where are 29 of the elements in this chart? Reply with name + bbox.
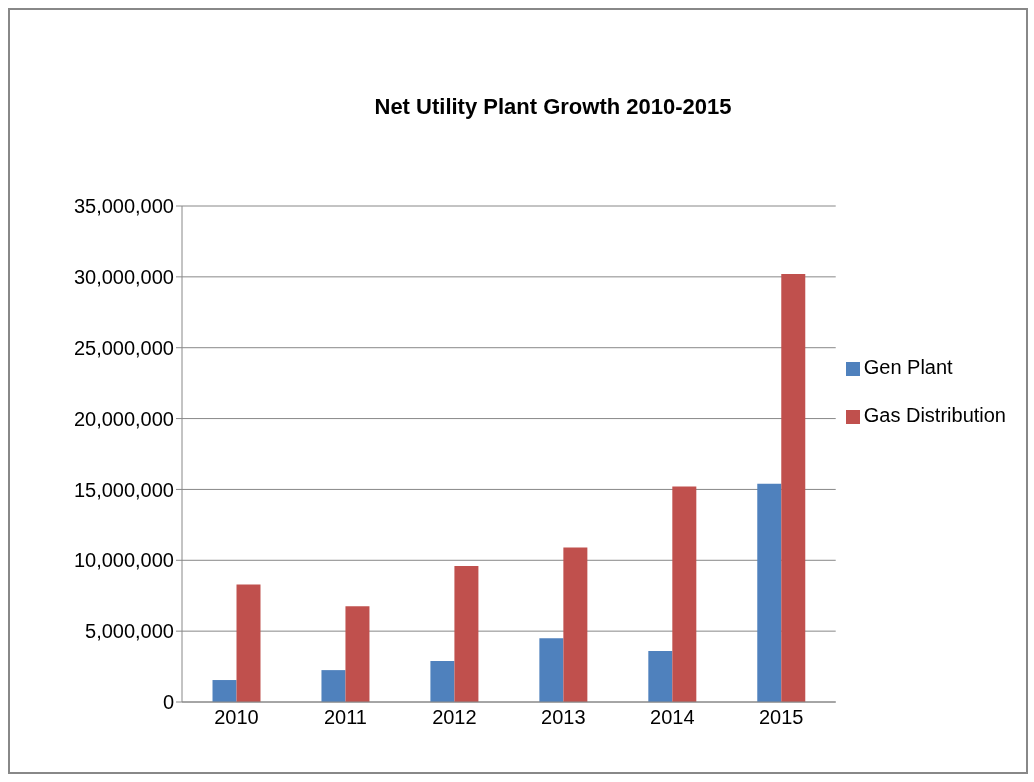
bar (539, 638, 564, 702)
y-tick-label: 35,000,000 (73, 195, 174, 218)
x-tick-label: 2013 (541, 706, 586, 729)
bar (345, 606, 370, 702)
bar (321, 670, 346, 702)
y-tick-label: 0 (162, 691, 174, 714)
bar (648, 650, 673, 702)
bar (781, 274, 806, 702)
y-tick-label: 25,000,000 (73, 336, 174, 359)
bar (430, 660, 455, 702)
bar (212, 680, 237, 702)
chart-title: Net Utility Plant Growth 2010-2015 (373, 94, 733, 120)
bar (454, 565, 479, 702)
bar (236, 584, 261, 702)
legend-label: Gas Distribution (863, 404, 1006, 426)
x-tick-label: 2012 (432, 706, 477, 729)
y-tick-label: 10,000,000 (73, 549, 174, 572)
legend-label: Gen Plant (863, 356, 953, 378)
x-tick-label: 2011 (323, 706, 367, 729)
x-tick-label: 2015 (758, 706, 804, 729)
bar (563, 547, 588, 702)
x-tick-label: 2010 (214, 706, 259, 729)
y-tick-label: 15,000,000 (73, 478, 174, 501)
bar (672, 486, 697, 702)
bar (757, 483, 782, 702)
y-tick-label: 30,000,000 (73, 265, 174, 288)
x-tick-label: 2014 (650, 706, 695, 729)
y-tick-label: 20,000,000 (73, 407, 174, 430)
y-tick-label: 5,000,000 (85, 620, 174, 643)
